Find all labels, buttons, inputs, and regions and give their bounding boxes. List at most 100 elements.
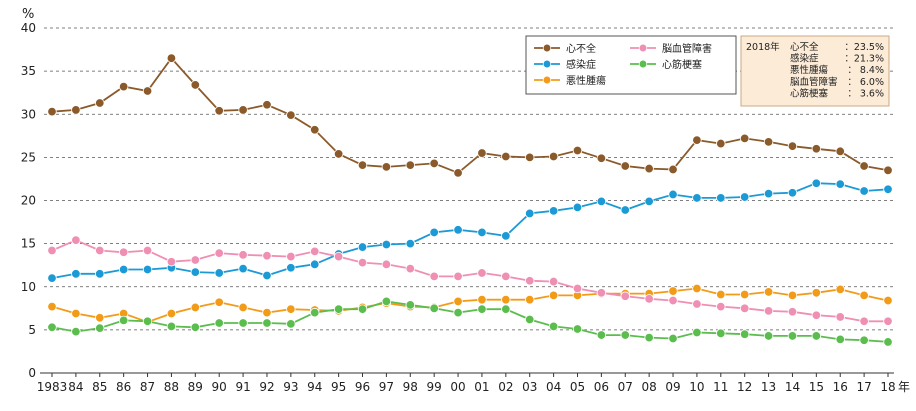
data-point bbox=[214, 248, 224, 258]
y-tick-label: 20 bbox=[21, 194, 36, 208]
data-point bbox=[525, 152, 535, 163]
annotation-label: 心筋梗塞 bbox=[790, 87, 829, 99]
data-point bbox=[71, 269, 81, 279]
x-tick-label: 93 bbox=[283, 380, 298, 394]
data-point bbox=[429, 271, 439, 282]
data-point bbox=[692, 193, 702, 203]
data-point bbox=[620, 330, 630, 340]
annotation-label: 脳血管障害 bbox=[790, 76, 838, 88]
data-point bbox=[501, 294, 511, 305]
x-tick-label: 86 bbox=[116, 380, 131, 394]
x-tick-label: 18 bbox=[880, 380, 895, 394]
data-point bbox=[501, 271, 511, 282]
x-tick-label: 03 bbox=[522, 380, 537, 394]
data-point bbox=[333, 304, 344, 314]
annotation-value: ：21.3% bbox=[844, 54, 884, 65]
data-point bbox=[95, 269, 105, 279]
data-point bbox=[118, 247, 129, 257]
data-point bbox=[71, 235, 81, 245]
annotation-label: 感染症 bbox=[790, 53, 819, 65]
data-point bbox=[525, 276, 535, 286]
annotation-label: 心不全 bbox=[790, 41, 819, 53]
annotation-box: 2018年 心不全 ：23.5% 感染症 ：21.3% 悪性腫瘍 ： 8.4% 脳血管障害 ： … bbox=[740, 35, 890, 107]
x-tick-label: 14 bbox=[785, 380, 800, 394]
data-point bbox=[787, 188, 798, 198]
x-tick-label: 10 bbox=[689, 380, 704, 394]
data-point bbox=[214, 318, 224, 328]
x-tick-label: 97 bbox=[379, 380, 394, 394]
data-point bbox=[357, 160, 368, 170]
data-point bbox=[548, 151, 559, 162]
data-point bbox=[835, 284, 845, 295]
x-tick-label: 17 bbox=[856, 380, 871, 394]
x-tick-label: 94 bbox=[307, 380, 322, 394]
annotation-value: ： 3.6% bbox=[847, 88, 884, 99]
data-point bbox=[811, 178, 822, 188]
data-point bbox=[238, 302, 248, 313]
annotation-value: ： 6.0% bbox=[847, 77, 884, 88]
data-point bbox=[644, 163, 654, 174]
data-point bbox=[859, 335, 869, 345]
data-point bbox=[835, 146, 845, 157]
data-point bbox=[548, 206, 559, 216]
x-tick-label: 04 bbox=[546, 380, 561, 394]
data-point bbox=[525, 314, 535, 325]
series-group bbox=[47, 53, 893, 347]
data-point bbox=[47, 273, 57, 283]
x-tick-label: 1983 bbox=[37, 380, 68, 394]
data-point bbox=[453, 225, 463, 235]
data-point bbox=[262, 307, 272, 318]
data-point bbox=[501, 304, 511, 314]
data-point bbox=[787, 141, 798, 151]
data-point bbox=[453, 271, 463, 282]
data-point bbox=[644, 196, 654, 207]
x-axis-unit: 年 bbox=[898, 380, 910, 394]
data-point bbox=[501, 231, 511, 241]
data-point bbox=[190, 322, 201, 332]
x-tick-label: 06 bbox=[594, 380, 609, 394]
data-point bbox=[883, 337, 893, 347]
x-tick-label: 01 bbox=[474, 380, 489, 394]
data-point bbox=[166, 53, 177, 63]
legend-swatch-marker bbox=[638, 59, 648, 69]
data-point bbox=[668, 286, 678, 296]
data-point bbox=[787, 290, 798, 301]
legend-swatch-marker bbox=[542, 59, 552, 69]
x-tick-label: 99 bbox=[427, 380, 442, 394]
data-point bbox=[47, 245, 57, 256]
data-point bbox=[548, 321, 559, 332]
x-tick-label: 12 bbox=[737, 380, 752, 394]
legend-label: 心筋梗塞 bbox=[662, 58, 702, 71]
x-tick-label: 15 bbox=[809, 380, 824, 394]
data-point bbox=[286, 304, 296, 314]
data-point bbox=[668, 333, 678, 344]
data-point bbox=[166, 321, 177, 332]
data-point bbox=[286, 263, 296, 273]
series-line bbox=[51, 287, 889, 324]
x-tick-label: 00 bbox=[450, 380, 465, 394]
data-point bbox=[739, 329, 750, 339]
data-point bbox=[739, 289, 750, 300]
data-point bbox=[596, 196, 607, 207]
data-point bbox=[286, 319, 296, 329]
data-point bbox=[357, 257, 368, 268]
data-point bbox=[381, 259, 392, 270]
data-point bbox=[286, 110, 296, 120]
data-point bbox=[620, 205, 630, 215]
x-tick-label: 95 bbox=[331, 380, 346, 394]
data-point bbox=[477, 268, 487, 278]
data-point bbox=[644, 294, 654, 304]
data-point bbox=[190, 302, 201, 313]
data-point bbox=[381, 296, 392, 307]
data-point bbox=[883, 184, 893, 194]
legend-swatch-marker bbox=[542, 75, 552, 85]
data-point bbox=[333, 251, 344, 262]
data-point bbox=[477, 148, 487, 158]
y-tick-label: 25 bbox=[21, 150, 36, 164]
data-point bbox=[859, 161, 869, 171]
data-point bbox=[644, 332, 654, 343]
data-point bbox=[262, 250, 272, 261]
data-point bbox=[739, 192, 750, 202]
data-point bbox=[238, 250, 248, 260]
